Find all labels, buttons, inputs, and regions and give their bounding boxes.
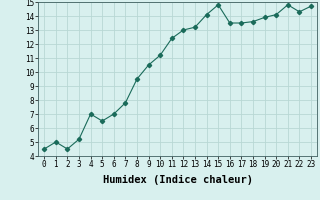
X-axis label: Humidex (Indice chaleur): Humidex (Indice chaleur) [103,175,252,185]
